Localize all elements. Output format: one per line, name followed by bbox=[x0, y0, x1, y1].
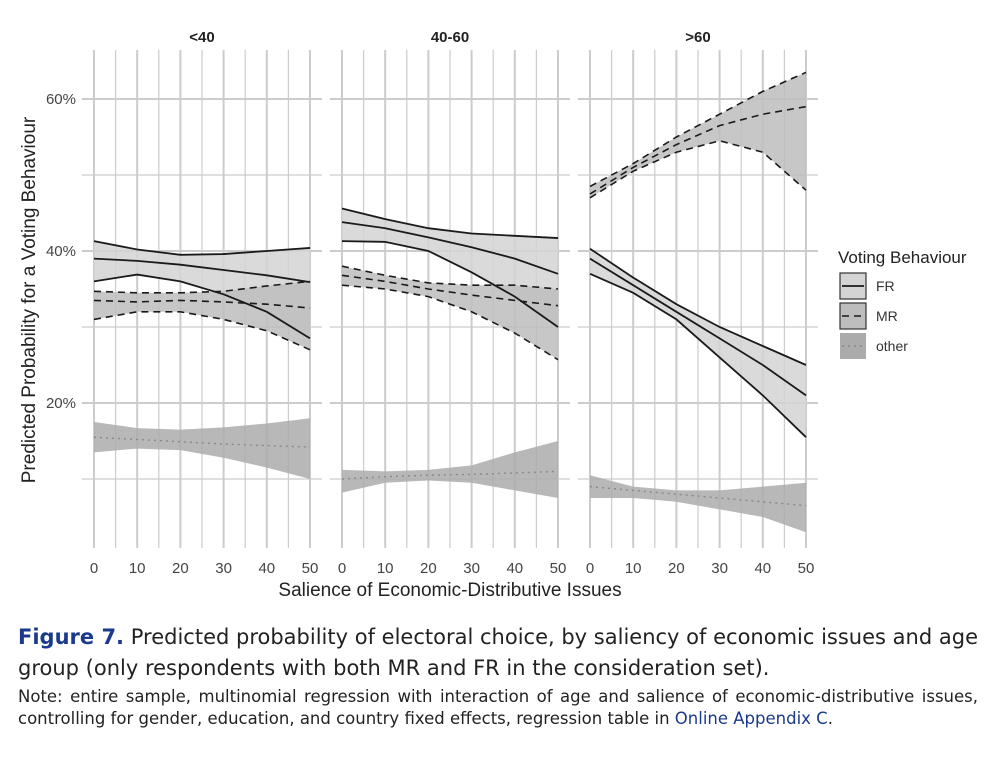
line-fr-lower bbox=[93, 273, 311, 340]
line-other-mean bbox=[589, 485, 807, 507]
line-mr-upper bbox=[589, 71, 807, 188]
x-tick-label: 50 bbox=[550, 560, 567, 577]
x-tick-label: 20 bbox=[420, 560, 437, 577]
y-tick-label: 60% bbox=[46, 91, 76, 108]
band-fr bbox=[94, 241, 310, 339]
caption-label: Figure 7. bbox=[18, 625, 125, 649]
y-tick-label: 20% bbox=[46, 395, 76, 412]
band-fr bbox=[590, 248, 806, 438]
x-tick-label: 30 bbox=[215, 560, 232, 577]
band-other bbox=[342, 441, 558, 498]
panel-title: >60 bbox=[685, 29, 710, 46]
x-tick-label: 10 bbox=[129, 560, 146, 577]
line-mr-mean bbox=[589, 105, 807, 195]
line-mr-mean bbox=[93, 299, 311, 309]
caption-text: Predicted probability of electoral choic… bbox=[18, 625, 978, 680]
x-tick-label: 30 bbox=[711, 560, 728, 577]
line-mr-upper bbox=[93, 280, 311, 294]
x-tick-label: 40 bbox=[258, 560, 275, 577]
x-tick-label: 10 bbox=[377, 560, 394, 577]
line-fr-upper bbox=[93, 240, 311, 256]
x-tick-label: 40 bbox=[506, 560, 523, 577]
line-mr-lower bbox=[341, 284, 559, 361]
x-tick-label: 10 bbox=[625, 560, 642, 577]
band-other bbox=[590, 475, 806, 533]
line-fr-mean bbox=[589, 257, 807, 397]
x-tick-label: 40 bbox=[754, 560, 771, 577]
caption-note-text: Note: entire sample, multinomial regress… bbox=[18, 687, 978, 728]
panel-3: >60 0 10 20 30 40 50 bbox=[578, 29, 818, 577]
x-tick-label: 50 bbox=[302, 560, 319, 577]
legend-key-mr bbox=[839, 302, 867, 330]
line-fr-upper bbox=[589, 247, 807, 366]
chart: <40 0 10 20 30 40 50 40-60 0 10 20 30 40 50 >60 0 10 20 30… bbox=[19, 29, 967, 601]
line-other-mean bbox=[341, 470, 559, 480]
y-axis-title: Predicted Probability for a Voting Behav… bbox=[19, 116, 40, 483]
legend-label: MR bbox=[876, 308, 898, 324]
y-tick-label: 40% bbox=[46, 243, 76, 260]
legend-title: Voting Behaviour bbox=[838, 248, 967, 267]
line-fr-mean bbox=[341, 221, 559, 275]
panel-title: 40-60 bbox=[431, 29, 469, 46]
caption-note-tail: . bbox=[827, 709, 833, 728]
x-tick-label: 0 bbox=[338, 560, 346, 577]
band-fr bbox=[342, 208, 558, 327]
panel-title: <40 bbox=[189, 29, 214, 46]
line-other-mean bbox=[93, 436, 311, 448]
x-tick-label: 20 bbox=[172, 560, 189, 577]
x-tick-label: 0 bbox=[90, 560, 98, 577]
legend-label: other bbox=[876, 338, 908, 354]
line-fr-mean bbox=[93, 257, 311, 284]
line-mr-lower bbox=[589, 139, 807, 199]
band-other bbox=[94, 418, 310, 479]
line-fr-upper bbox=[341, 207, 559, 239]
panel-2: 40-60 0 10 20 30 40 50 bbox=[330, 29, 570, 577]
caption-note: Note: entire sample, multinomial regress… bbox=[18, 686, 978, 730]
caption-main: Figure 7. Predicted probability of elect… bbox=[18, 622, 978, 684]
x-tick-label: 20 bbox=[668, 560, 685, 577]
legend: Voting Behaviour FR MR other bbox=[838, 248, 967, 359]
appendix-link[interactable]: Online Appendix C bbox=[674, 709, 828, 728]
line-mr-lower bbox=[93, 311, 311, 351]
x-tick-label: 0 bbox=[586, 560, 594, 577]
x-tick-label: 30 bbox=[463, 560, 480, 577]
legend-label: FR bbox=[876, 278, 895, 294]
x-tick-label: 50 bbox=[798, 560, 815, 577]
panel-1: <40 0 10 20 30 40 50 bbox=[82, 29, 322, 577]
line-mr-mean bbox=[341, 274, 559, 307]
figure-caption: Figure 7. Predicted probability of elect… bbox=[18, 622, 978, 730]
line-fr-lower bbox=[589, 272, 807, 438]
x-axis-title: Salience of Economic-Distributive Issues bbox=[278, 580, 621, 601]
line-mr-upper bbox=[341, 265, 559, 290]
